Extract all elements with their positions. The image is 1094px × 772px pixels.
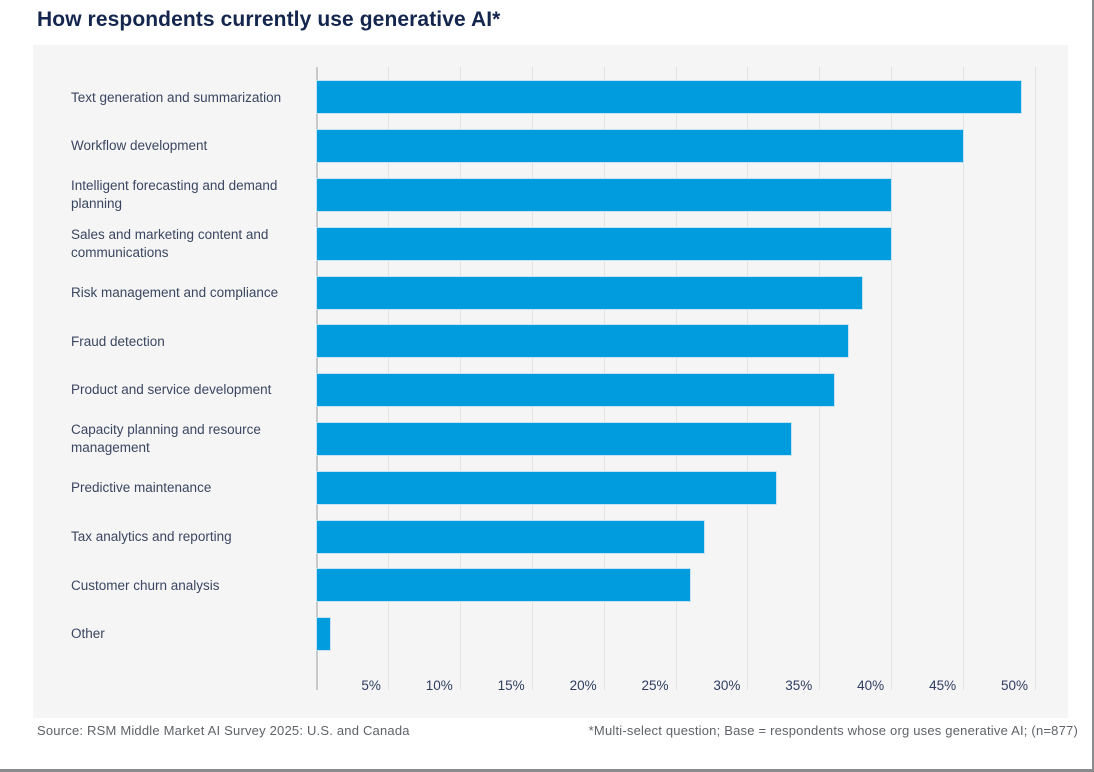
- chart-row: Other: [33, 610, 1035, 659]
- bar: [317, 81, 1021, 114]
- bar-track: [316, 610, 1035, 659]
- category-label: Intelligent forecasting and demand plann…: [71, 178, 278, 211]
- chart-row: Risk management and compliance: [33, 268, 1035, 317]
- x-tick-label: 25%: [641, 678, 669, 693]
- bar-track: [316, 219, 1035, 268]
- chart-rows: Text generation and summarization Workflo…: [33, 73, 1035, 659]
- category-label: Risk management and compliance: [71, 284, 279, 300]
- bar: [317, 276, 863, 309]
- bar-track: [316, 463, 1035, 512]
- bar: [317, 227, 892, 260]
- chart-panel: Text generation and summarization Workflo…: [33, 45, 1068, 718]
- chart-row: Workflow development: [33, 122, 1035, 171]
- x-tick-label: 45%: [929, 678, 957, 693]
- bar-track: [316, 366, 1035, 415]
- chart-row: Product and service development: [33, 366, 1035, 415]
- bar-track: [316, 415, 1035, 464]
- x-axis-tick-labels: 5% 10% 15% 20% 25% 30% 35% 40% 45% 50%: [316, 670, 1035, 702]
- chart-row: Text generation and summarization: [33, 73, 1035, 122]
- bar-track: [316, 512, 1035, 561]
- chart-row: Intelligent forecasting and demand plann…: [33, 171, 1035, 220]
- bar-track: [316, 561, 1035, 610]
- category-label: Predictive maintenance: [71, 480, 212, 495]
- category-label: Workflow development: [71, 138, 208, 154]
- bar: [317, 325, 849, 358]
- bar-track: [316, 268, 1035, 317]
- chart-row: Customer churn analysis: [33, 561, 1035, 610]
- bar: [317, 374, 834, 407]
- x-tick-label: 5%: [361, 678, 381, 693]
- bar: [317, 130, 964, 163]
- chart-row: Capacity planning and resource managemen…: [33, 415, 1035, 464]
- x-tick-label: 50%: [1000, 678, 1028, 693]
- category-label: Other: [71, 626, 105, 642]
- chart-footer: Source: RSM Middle Market AI Survey 2025…: [37, 723, 1078, 738]
- category-label: Customer churn analysis: [71, 577, 220, 593]
- bar-track: [316, 73, 1035, 122]
- chart-title: How respondents currently use generative…: [37, 8, 501, 31]
- category-label: Text generation and summarization: [71, 89, 282, 105]
- x-tick-label: 35%: [785, 678, 813, 693]
- chart-row: Predictive maintenance: [33, 463, 1035, 512]
- category-label: Sales and marketing content and communic…: [71, 227, 269, 260]
- gridline-45: [963, 67, 965, 690]
- bar-track: [316, 171, 1035, 220]
- x-tick-label: 20%: [569, 678, 597, 693]
- bar: [317, 178, 892, 211]
- x-tick-label: 40%: [857, 678, 885, 693]
- bar-track: [316, 122, 1035, 171]
- x-tick-label: 10%: [425, 678, 453, 693]
- bar-track: [316, 317, 1035, 366]
- category-label: Capacity planning and resource managemen…: [71, 422, 261, 455]
- source-note: Source: RSM Middle Market AI Survey 2025…: [37, 723, 410, 738]
- category-label: Tax analytics and reporting: [71, 528, 232, 544]
- chart-row: Tax analytics and reporting: [33, 512, 1035, 561]
- bar: [317, 569, 690, 602]
- chart-row: Fraud detection: [33, 317, 1035, 366]
- category-label: Fraud detection: [71, 333, 165, 349]
- methodology-note: *Multi-select question; Base = responden…: [588, 723, 1078, 738]
- category-label: Product and service development: [71, 382, 272, 398]
- bar: [317, 471, 777, 504]
- bar: [317, 520, 705, 553]
- gridline-50: [1035, 67, 1036, 690]
- bar: [317, 618, 331, 651]
- bar: [317, 422, 791, 455]
- x-tick-label: 30%: [713, 678, 741, 693]
- gridline-40: [891, 67, 893, 690]
- chart-row: Sales and marketing content and communic…: [33, 219, 1035, 268]
- x-tick-label: 15%: [497, 678, 525, 693]
